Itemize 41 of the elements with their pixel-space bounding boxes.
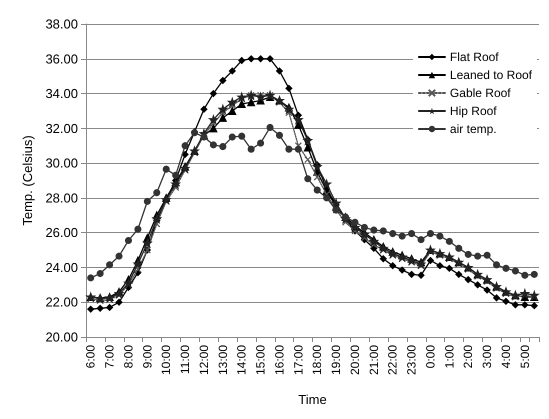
y-tick-label: 30.00 [45,156,78,171]
x-tick-label: 19:00 [329,344,344,376]
x-tick-label: 1:00 [442,344,456,368]
x-tick-label: 18:00 [310,344,324,376]
x-tick-label: 6:00 [84,344,98,368]
x-tick-label: 12:00 [196,344,211,376]
y-tick-label: 38.00 [45,16,78,32]
x-tick-label: 3:00 [480,344,494,368]
legend-label: Hip Roof [450,104,498,118]
x-tick-label: 11:00 [178,344,192,374]
x-tick-label: 4:00 [498,344,513,368]
legend-label: Gable Roof [450,86,512,100]
y-tick-label: 36.00 [45,51,78,66]
x-tick-label: 20:00 [348,344,362,376]
x-tick-label: 0:00 [423,344,438,368]
y-tick-label: 22.00 [45,294,78,310]
x-tick-label: 17:00 [291,344,306,376]
x-tick-label: 8:00 [121,344,136,368]
x-tick-label: 14:00 [234,344,249,376]
y-tick-label: 20.00 [45,330,78,344]
x-axis-title: Time [298,392,327,407]
x-tick-label: 23:00 [404,344,419,376]
y-tick-label: 28.00 [45,190,78,206]
y-axis-title: Temp. (Celsius) [20,135,35,226]
x-tick-label: 2:00 [461,344,476,368]
legend-label: air temp. [450,122,497,136]
y-tick-label: 34.00 [45,86,78,102]
x-tick-label: 13:00 [216,344,230,376]
x-tick-label: 7:00 [102,344,117,368]
y-tick-label: 26.00 [45,225,78,240]
x-tick-label: 22:00 [386,344,400,376]
x-tick-label: 16:00 [272,344,286,376]
legend-label: Leaned to Roof [450,68,533,82]
y-tick-label: 32.00 [45,120,78,136]
x-tick-label: 10:00 [159,344,174,376]
x-tick-label: 15:00 [254,344,268,376]
x-tick-label: 21:00 [366,344,381,376]
y-tick-label: 24.00 [45,260,78,275]
x-tick-label: 9:00 [140,344,154,368]
legend-label: Flat Roof [450,50,500,64]
x-tick-label: 5:00 [518,344,532,368]
